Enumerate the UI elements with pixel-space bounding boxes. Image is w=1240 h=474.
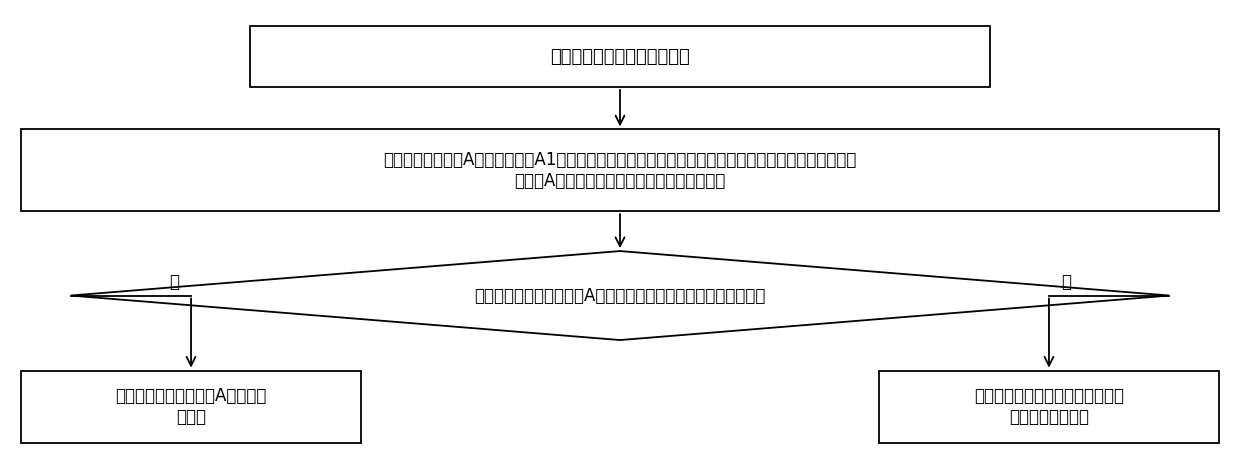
Bar	[21, 129, 1219, 211]
Polygon shape	[71, 251, 1169, 340]
Bar	[21, 371, 361, 443]
Text: 针对某个能源微网A，当某个实体A1发生能源短缺时，向节点控制器发送能源定额请求报文，节点控制器
向微网A的所有其余实体发送能源余额查询报文: 针对某个能源微网A，当某个实体A1发生能源短缺时，向节点控制器发送能源定额请求报…	[383, 151, 857, 190]
Bar	[249, 26, 991, 87]
Bar	[879, 371, 1219, 443]
Text: 节点控制器上报根控制器，跨能源
微网完成能源调度: 节点控制器上报根控制器，跨能源 微网完成能源调度	[973, 387, 1123, 426]
Text: 是: 是	[169, 273, 179, 291]
Text: 节点控制器判断能源微网A内部是否有实体响应能源余额查询报文: 节点控制器判断能源微网A内部是否有实体响应能源余额查询报文	[475, 287, 765, 305]
Text: 将能源和信息网络状态初始化: 将能源和信息网络状态初始化	[551, 48, 689, 65]
Text: 否: 否	[1061, 273, 1071, 291]
Text: 节点控制器在能源微网A内完成能
源调度: 节点控制器在能源微网A内完成能 源调度	[115, 387, 267, 426]
